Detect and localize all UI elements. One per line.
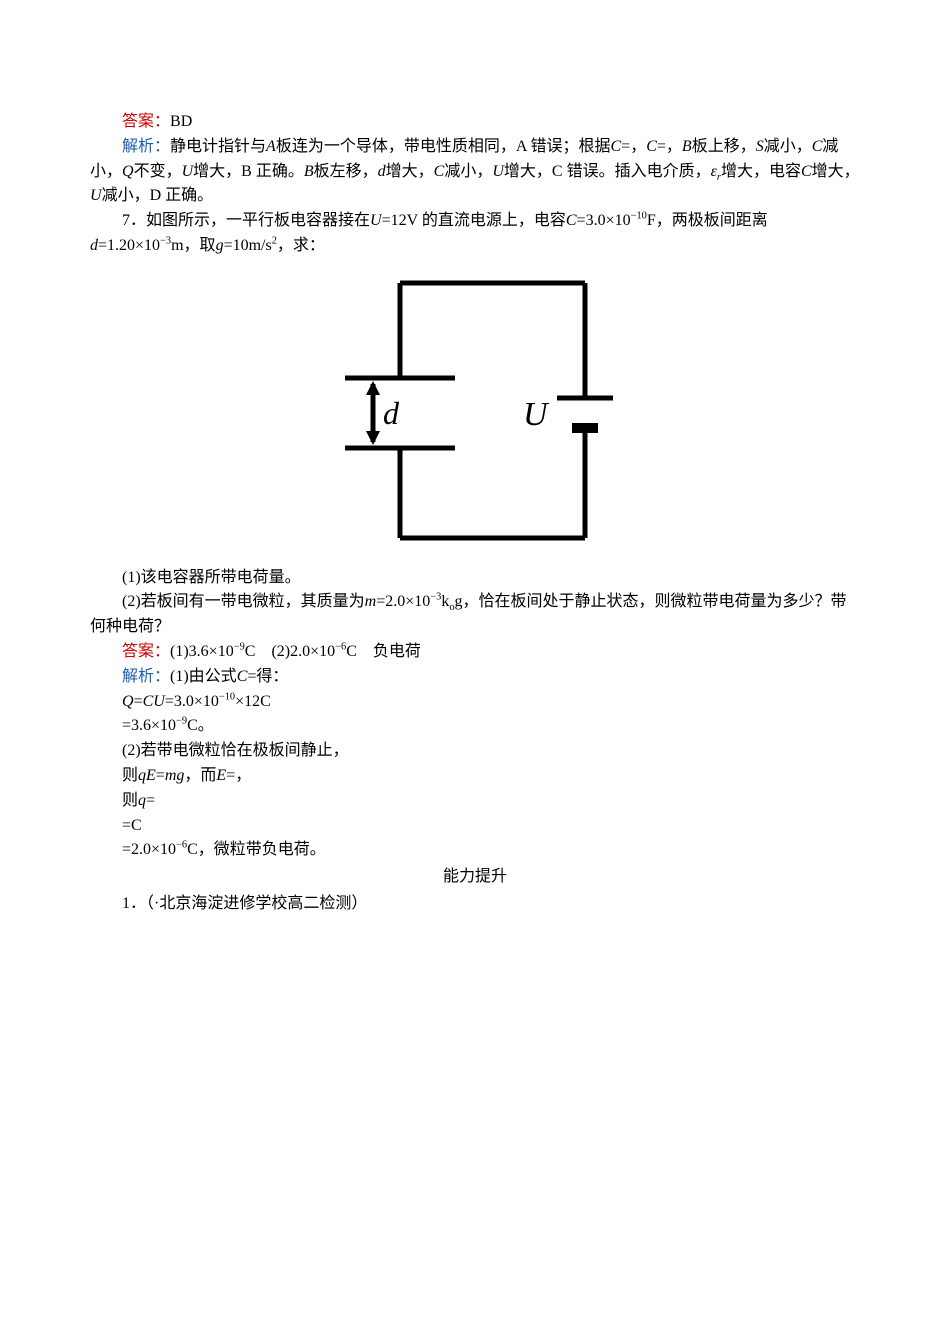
analysis-7-line-6: =C (90, 814, 860, 839)
answer-label: 答案： (122, 113, 170, 130)
analysis-7-line-5: 则q= (90, 789, 860, 814)
circuit-figure: dU (90, 263, 860, 562)
answer-value: BD (170, 113, 192, 130)
analysis-label: 解析： (122, 138, 170, 155)
page: 答案：BD 解析：静电计指针与A板连为一个导体，带电性质相同，A 错误；根据C=… (0, 0, 950, 917)
analysis-7-line-0: 解析：(1)由公式C=得： (90, 665, 860, 690)
circuit-svg: dU (325, 263, 625, 553)
question-7-stem: 7．如图所示，一平行板电容器接在U=12V 的直流电源上，电容C=3.0×10−… (90, 209, 860, 259)
answer-value: (1)3.6×10−9C (2)2.0×10−6C 负电荷 (170, 643, 421, 660)
answer-6: 答案：BD (90, 110, 860, 135)
question-1: 1．（·北京海淀进修学校高二检测） (90, 892, 860, 917)
analysis-text: (1)由公式C=得： (170, 668, 288, 685)
question-7-sub1: (1)该电容器所带电荷量。 (90, 566, 860, 591)
analysis-7-line-4: 则qE=mg，而E=， (90, 764, 860, 789)
answer-7: 答案：(1)3.6×10−9C (2)2.0×10−6C 负电荷 (90, 640, 860, 665)
analysis-7-line-1: Q=CU=3.0×10−10×12C (90, 690, 860, 715)
question-7-sub2: (2)若板间有一带电微粒，其质量为m=2.0×10−3kog，恰在板间处于静止状… (90, 590, 860, 640)
section-title: 能力提升 (90, 865, 860, 890)
analysis-6: 解析：静电计指针与A板连为一个导体，带电性质相同，A 错误；根据C=，C=，B板… (90, 135, 860, 209)
svg-text:d: d (383, 395, 400, 431)
analysis-7-line-2: =3.6×10−9C。 (90, 714, 860, 739)
analysis-label: 解析： (122, 668, 170, 685)
analysis-7-line-7: =2.0×10−6C，微粒带负电荷。 (90, 838, 860, 863)
analysis-7-line-3: (2)若带电微粒恰在极板间静止， (90, 739, 860, 764)
svg-text:U: U (523, 396, 550, 433)
analysis-text: 静电计指针与A板连为一个导体，带电性质相同，A 错误；根据C=，C=，B板上移，… (90, 138, 860, 205)
answer-label: 答案： (122, 643, 170, 660)
